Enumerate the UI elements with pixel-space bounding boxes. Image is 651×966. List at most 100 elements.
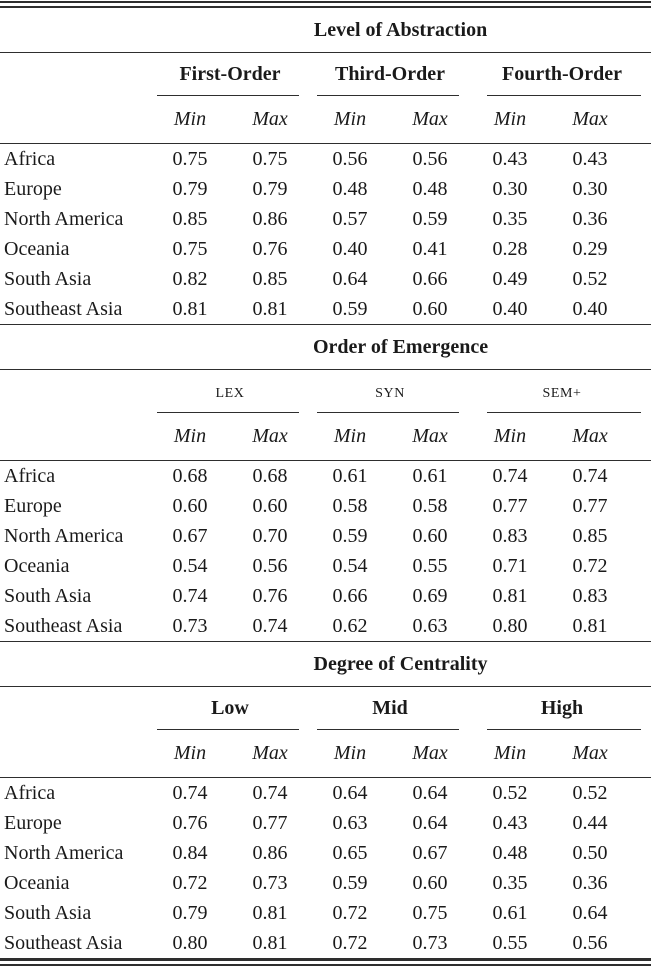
spacer-cell xyxy=(630,521,651,551)
subheader-row: Min Max Min Max Min Max xyxy=(0,96,651,144)
value-cell: 0.63 xyxy=(332,811,368,834)
min-header: Min xyxy=(150,730,230,778)
value-cell: 0.59 xyxy=(310,294,390,325)
value-cell: 0.59 xyxy=(332,871,368,894)
value-cell: 0.67 xyxy=(172,524,208,547)
value-cell: 0.81 xyxy=(492,584,528,607)
empty-cell xyxy=(0,413,150,461)
value-cell: 0.56 xyxy=(332,147,368,170)
value-cell: 0.40 xyxy=(332,237,368,260)
section-title: Level of Abstraction xyxy=(150,8,651,53)
value-cell: 0.86 xyxy=(252,207,288,230)
value-cell: 0.73 xyxy=(150,611,230,642)
value-cell: 0.56 xyxy=(412,147,448,170)
spacer-cell xyxy=(630,611,651,642)
min-header: Min xyxy=(470,413,550,461)
column-group-label: High xyxy=(540,697,584,719)
column-group-rule xyxy=(487,95,641,96)
min-header: Min xyxy=(310,96,390,144)
spacer-cell xyxy=(630,413,651,461)
value-cell: 0.68 xyxy=(252,464,288,487)
value-cell: 0.72 xyxy=(572,554,608,577)
table-row: Southeast Asia 0.80 0.81 0.72 0.73 0.55 0.56 xyxy=(0,928,651,959)
value-cell: 0.40 xyxy=(550,294,630,325)
row-label: Africa xyxy=(4,464,56,487)
value-cell: 0.75 xyxy=(172,237,208,260)
value-cell: 0.57 xyxy=(332,207,368,230)
max-header: Max xyxy=(230,730,310,778)
value-cell: 0.81 xyxy=(230,928,310,959)
value-cell: 0.52 xyxy=(572,267,608,290)
value-cell: 0.74 xyxy=(572,464,608,487)
row-label: South Asia xyxy=(4,901,92,924)
empty-cell xyxy=(0,641,150,687)
value-cell: 0.48 xyxy=(412,177,448,200)
value-cell: 0.74 xyxy=(252,781,288,804)
column-group-row: LEX SYN SEM+ xyxy=(0,370,651,414)
column-group-label: Third-Order xyxy=(335,63,445,85)
column-group-cell: SYN xyxy=(310,370,470,413)
column-group-cell: Low xyxy=(150,687,310,730)
value-cell: 0.67 xyxy=(412,841,448,864)
table-row: Africa 0.75 0.75 0.56 0.56 0.43 0.43 xyxy=(0,144,651,175)
empty-cell xyxy=(0,370,150,414)
value-cell: 0.60 xyxy=(412,524,448,547)
value-cell: 0.84 xyxy=(172,841,208,864)
value-cell: 0.41 xyxy=(412,237,448,260)
table-row: Southeast Asia 0.73 0.74 0.62 0.63 0.80 0.81 xyxy=(0,611,651,642)
column-group-label: LEX xyxy=(215,386,245,401)
bottom-double-rule xyxy=(0,959,651,966)
spacer-cell xyxy=(630,730,651,778)
column-group-rule xyxy=(487,729,641,730)
column-group-cell: High xyxy=(470,687,641,730)
subheader-row: Min Max Min Max Min Max xyxy=(0,413,651,461)
row-label: Southeast Asia xyxy=(0,611,150,642)
value-cell: 0.44 xyxy=(572,811,608,834)
value-cell: 0.28 xyxy=(492,237,528,260)
row-label: Oceania xyxy=(4,871,70,894)
section-title-row: Degree of Centrality xyxy=(0,641,651,687)
table-row: Oceania 0.72 0.73 0.59 0.60 0.35 0.36 xyxy=(0,868,651,898)
value-cell: 0.60 xyxy=(172,494,208,517)
spacer-cell xyxy=(630,234,651,264)
value-cell: 0.79 xyxy=(172,901,208,924)
table-row: North America 0.67 0.70 0.59 0.60 0.83 0.85 xyxy=(0,521,651,551)
row-label: Africa xyxy=(4,147,56,170)
table-row: Europe 0.76 0.77 0.63 0.64 0.43 0.44 xyxy=(0,808,651,838)
column-group-rule xyxy=(317,412,459,413)
empty-cell xyxy=(0,53,150,97)
row-label: North America xyxy=(4,207,124,230)
spacer-cell xyxy=(630,687,651,731)
value-cell: 0.64 xyxy=(412,781,448,804)
table-row: South Asia 0.79 0.81 0.72 0.75 0.61 0.64 xyxy=(0,898,651,928)
spacer-cell xyxy=(630,264,651,294)
row-label: Europe xyxy=(4,811,62,834)
value-cell: 0.50 xyxy=(572,841,608,864)
max-header: Max xyxy=(550,96,630,144)
value-cell: 0.58 xyxy=(332,494,368,517)
value-cell: 0.56 xyxy=(550,928,630,959)
value-cell: 0.79 xyxy=(172,177,208,200)
value-cell: 0.70 xyxy=(252,524,288,547)
table-row: Oceania 0.54 0.56 0.54 0.55 0.71 0.72 xyxy=(0,551,651,581)
column-group-cell: SEM+ xyxy=(470,370,641,413)
row-label: Europe xyxy=(4,177,62,200)
value-cell: 0.77 xyxy=(572,494,608,517)
value-cell: 0.30 xyxy=(492,177,528,200)
value-cell: 0.55 xyxy=(470,928,550,959)
value-cell: 0.81 xyxy=(150,294,230,325)
value-cell: 0.86 xyxy=(252,841,288,864)
column-group-cell: Third-Order xyxy=(310,53,470,96)
section-level-of-abstraction: Level of Abstraction First-Order Third-O… xyxy=(0,8,651,144)
value-cell: 0.72 xyxy=(332,901,368,924)
section-title-row: Level of Abstraction xyxy=(0,8,651,53)
column-group-rule xyxy=(157,729,299,730)
subheader-row: Min Max Min Max Min Max xyxy=(0,730,651,778)
empty-cell xyxy=(0,96,150,144)
value-cell: 0.61 xyxy=(332,464,368,487)
column-group-cell: First-Order xyxy=(150,53,310,96)
value-cell: 0.64 xyxy=(412,811,448,834)
column-group-cell: Fourth-Order xyxy=(470,53,641,96)
table-row: South Asia 0.74 0.76 0.66 0.69 0.81 0.83 xyxy=(0,581,651,611)
column-group-rule xyxy=(487,412,641,413)
